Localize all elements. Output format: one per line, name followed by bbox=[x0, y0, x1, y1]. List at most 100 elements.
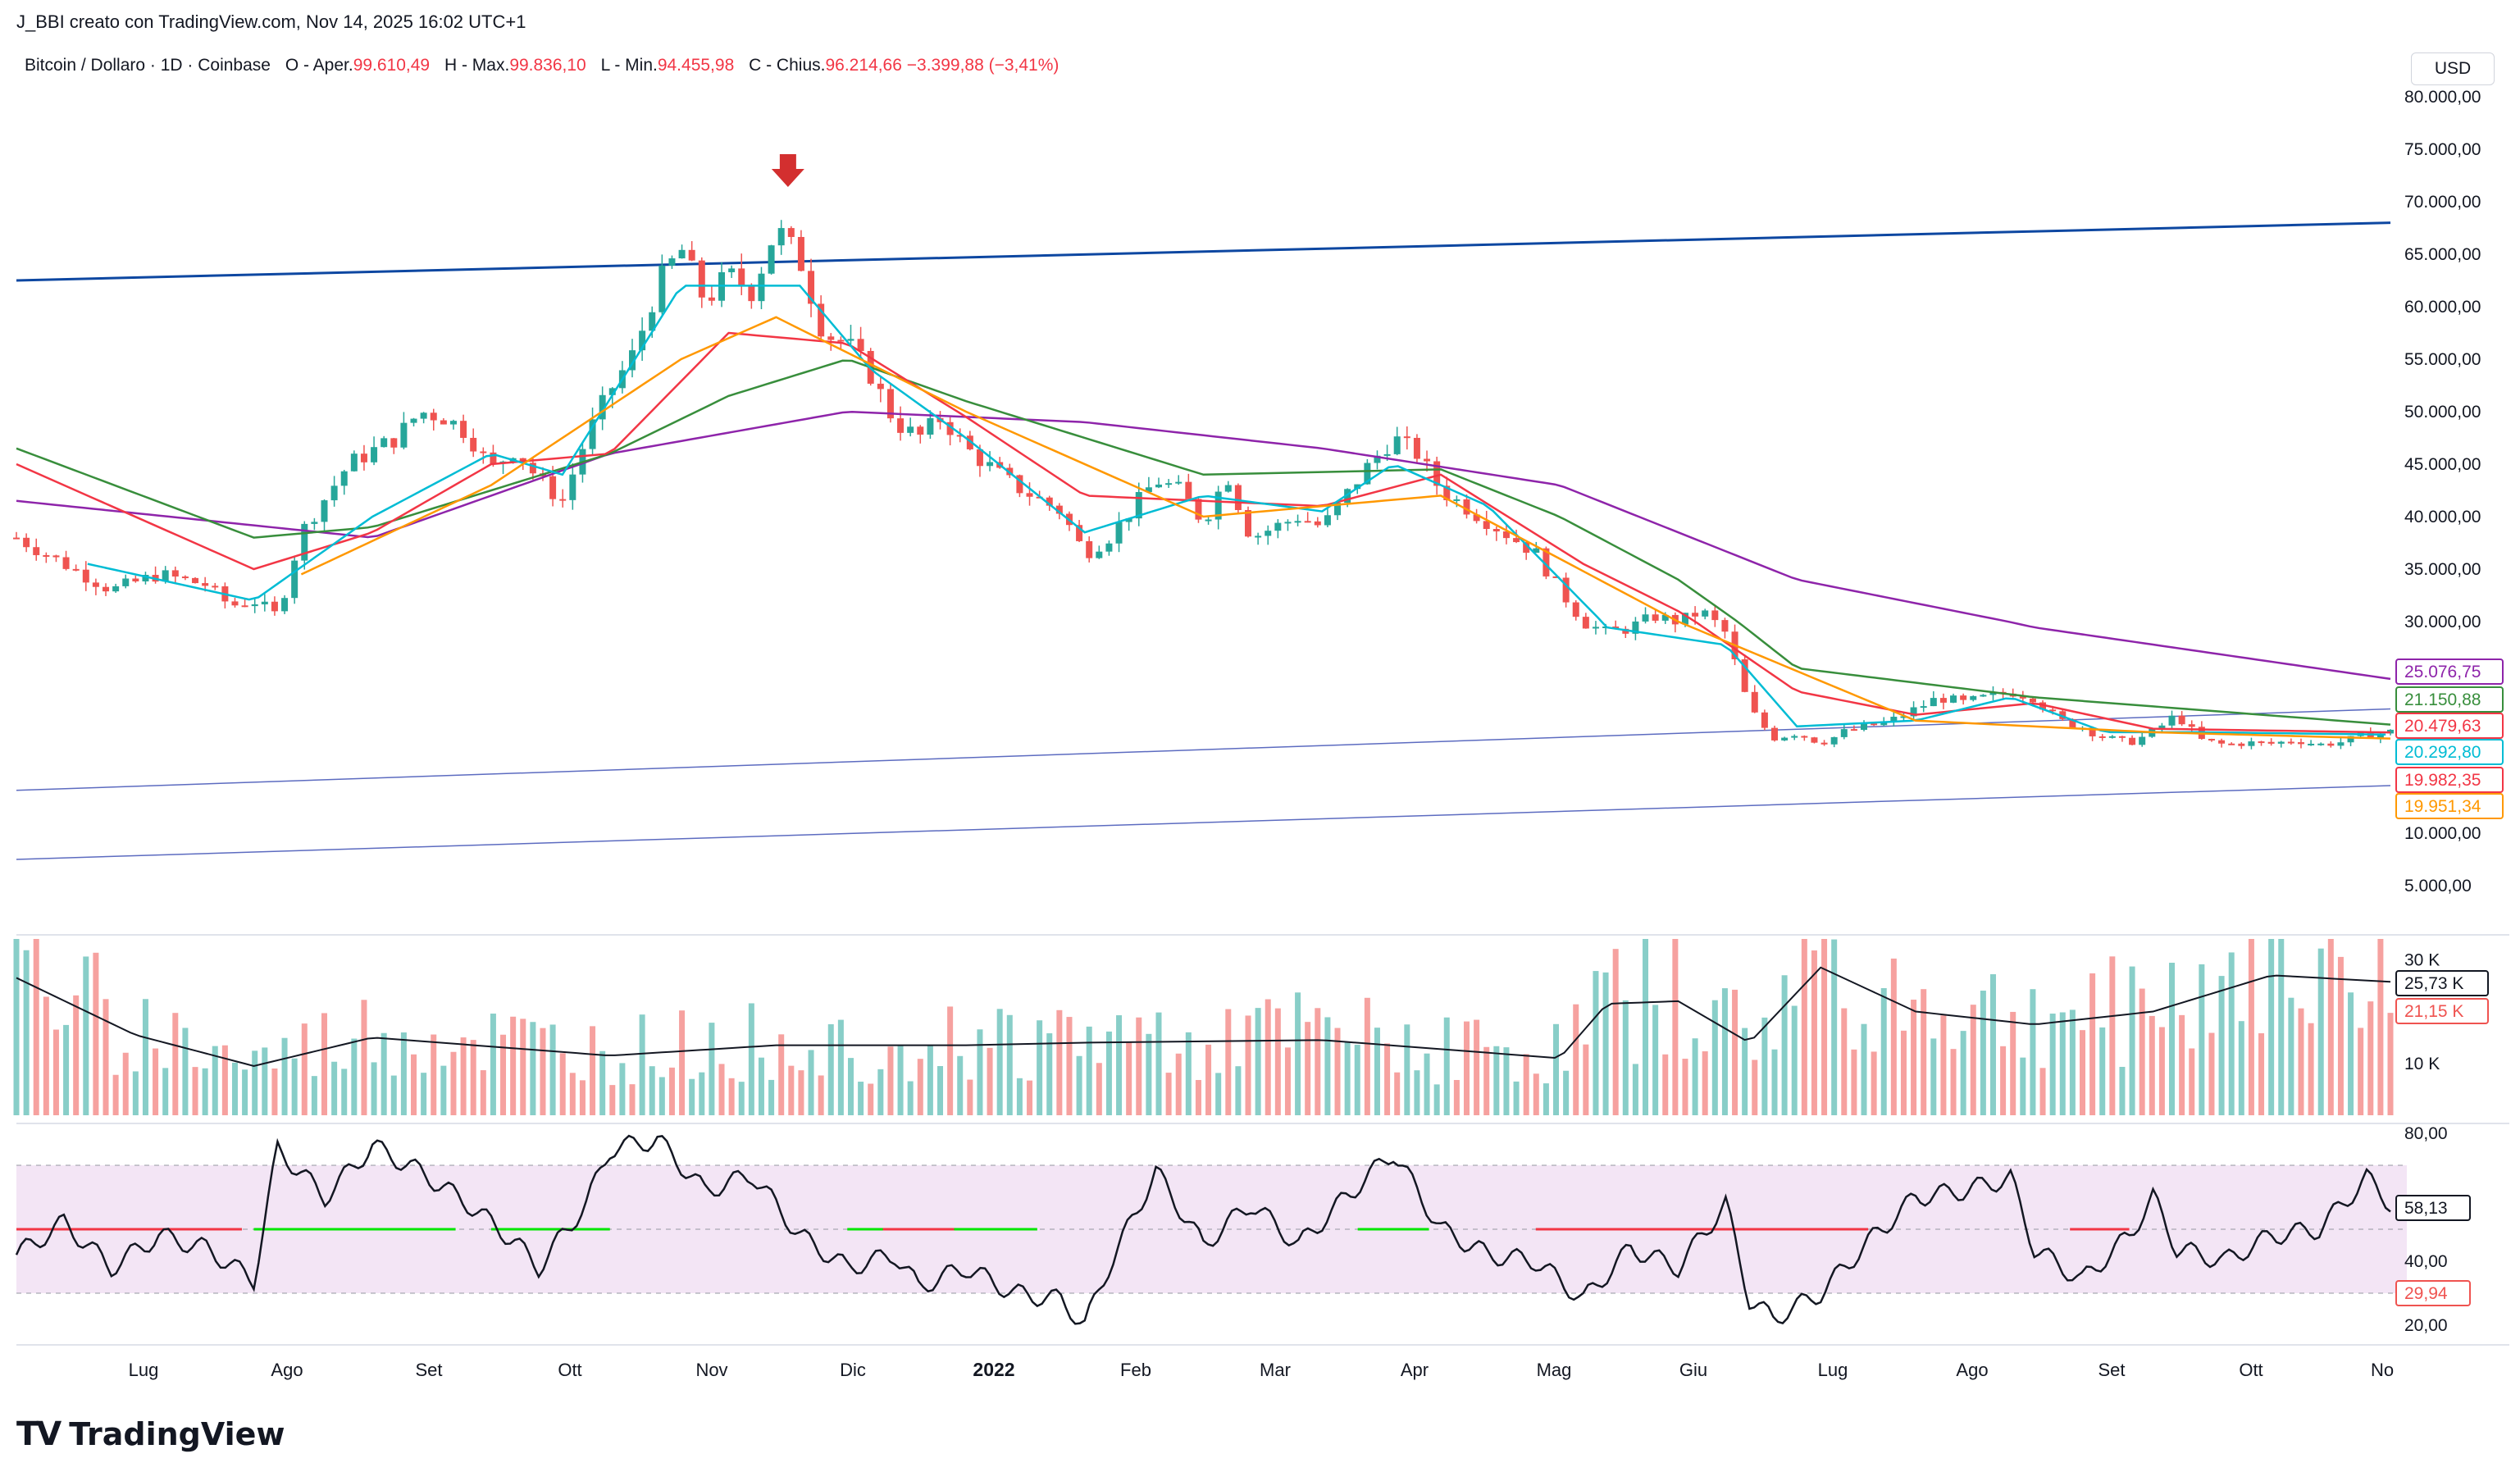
volume-bar bbox=[1890, 958, 1897, 1115]
volume-bar bbox=[1453, 1079, 1460, 1115]
candle-body bbox=[480, 451, 487, 453]
tradingview-wordmark: TradingView bbox=[69, 1416, 285, 1452]
tradingview-logo: TV TradingView bbox=[16, 1415, 285, 1453]
volume-bar bbox=[1274, 1008, 1281, 1115]
volume-bar bbox=[1037, 1020, 1043, 1115]
volume-bar bbox=[1543, 1083, 1549, 1115]
candle-body bbox=[1850, 729, 1857, 731]
candle-body bbox=[112, 586, 120, 592]
volume-bar bbox=[172, 1013, 179, 1115]
volume-bar bbox=[271, 1068, 278, 1115]
candle-body bbox=[1096, 551, 1103, 558]
candle-body bbox=[857, 339, 864, 351]
candle-body bbox=[907, 426, 914, 433]
volume-bar bbox=[1732, 989, 1738, 1115]
candle-body bbox=[808, 271, 815, 304]
volume-bar bbox=[73, 995, 80, 1115]
volume-bar bbox=[1105, 1031, 1112, 1115]
volume-bar bbox=[2129, 966, 2135, 1115]
open-value: 99.610,49 bbox=[353, 56, 431, 75]
candle-body bbox=[330, 485, 338, 501]
volume-bar bbox=[390, 1075, 397, 1115]
candle-body bbox=[1403, 436, 1410, 439]
volume-bar bbox=[13, 939, 20, 1115]
volume-bar bbox=[2208, 1032, 2215, 1115]
candle-body bbox=[1265, 531, 1272, 536]
volume-bar bbox=[2348, 992, 2354, 1115]
volume-bar bbox=[937, 1066, 944, 1115]
candle-body bbox=[1702, 610, 1709, 617]
volume-bar bbox=[540, 1028, 546, 1115]
volume-bar bbox=[699, 1072, 705, 1115]
candle-body bbox=[1364, 463, 1371, 485]
candle-body bbox=[449, 421, 457, 425]
candle-body bbox=[1433, 461, 1441, 486]
candle-body bbox=[649, 312, 656, 331]
time-tick-label: Apr bbox=[1401, 1360, 1429, 1380]
peak-arrow-icon bbox=[771, 154, 804, 187]
volume-bar bbox=[1136, 1017, 1142, 1115]
volume-bar bbox=[122, 1052, 129, 1115]
volume-bar bbox=[668, 1067, 675, 1115]
volume-bar bbox=[1474, 1019, 1480, 1115]
volume-bar bbox=[351, 1038, 358, 1115]
symbol-label[interactable]: Bitcoin / Dollaro · 1D · Coinbase bbox=[25, 56, 271, 75]
volume-bar bbox=[440, 1065, 447, 1115]
candle-body bbox=[2029, 698, 2036, 703]
volume-bar bbox=[738, 1082, 745, 1115]
candle-body bbox=[1632, 621, 1639, 634]
volume-bar bbox=[1989, 974, 1996, 1115]
volume-bar bbox=[778, 1034, 785, 1115]
volume-bar bbox=[1861, 1023, 1867, 1115]
time-tick-label: Lug bbox=[1818, 1360, 1848, 1380]
volume-bar bbox=[63, 1024, 70, 1115]
candle-body bbox=[956, 435, 964, 437]
candle-body bbox=[1721, 620, 1729, 632]
candle-body bbox=[82, 569, 89, 583]
volume-bar bbox=[1563, 1070, 1570, 1115]
volume-bar bbox=[1721, 988, 1728, 1115]
candle-body bbox=[987, 462, 994, 467]
candle-body bbox=[2277, 741, 2285, 744]
volume-bar bbox=[1175, 1053, 1182, 1115]
volume-bar bbox=[2358, 1028, 2364, 1115]
volume-bar bbox=[1692, 1038, 1698, 1115]
volume-bar bbox=[887, 1046, 894, 1115]
candle-body bbox=[1880, 721, 1888, 726]
currency-selector[interactable]: USD bbox=[2411, 52, 2495, 85]
volume-bar bbox=[112, 1074, 119, 1115]
volume-bar bbox=[1523, 1054, 1529, 1115]
volume-bar bbox=[52, 1029, 59, 1115]
price-tick-label: 70.000,00 bbox=[2404, 193, 2481, 212]
candle-body bbox=[1344, 489, 1351, 504]
candle-body bbox=[847, 339, 854, 341]
candle-body bbox=[1692, 613, 1699, 617]
candle-body bbox=[2098, 736, 2106, 738]
volume-bar bbox=[1980, 991, 1986, 1115]
candle-body bbox=[1354, 484, 1361, 490]
volume-bar bbox=[1076, 1055, 1082, 1115]
time-tick-label: Set bbox=[415, 1360, 442, 1380]
volume-bar bbox=[1235, 1066, 1242, 1115]
volume-bar bbox=[808, 1050, 814, 1115]
volume-bar bbox=[1841, 1008, 1848, 1115]
candle-body bbox=[1543, 548, 1550, 576]
candle-body bbox=[728, 268, 736, 272]
volume-bar bbox=[2030, 989, 2036, 1115]
volume-bar bbox=[1602, 972, 1609, 1115]
volume-bar bbox=[400, 1032, 407, 1115]
candle-body bbox=[181, 576, 189, 579]
volume-bar bbox=[1950, 1049, 1957, 1115]
candle-body bbox=[1165, 483, 1173, 485]
volume-bar bbox=[996, 1009, 1003, 1115]
volume-bar bbox=[718, 1064, 725, 1115]
candle-body bbox=[2089, 727, 2096, 736]
rsi-badge bbox=[2395, 1280, 2471, 1306]
volume-bar bbox=[341, 1069, 348, 1115]
volume-bar bbox=[1344, 1041, 1351, 1115]
volume-bar bbox=[381, 1032, 387, 1115]
candle-body bbox=[261, 601, 268, 604]
candle-body bbox=[877, 383, 884, 390]
volume-bar bbox=[331, 1061, 338, 1115]
